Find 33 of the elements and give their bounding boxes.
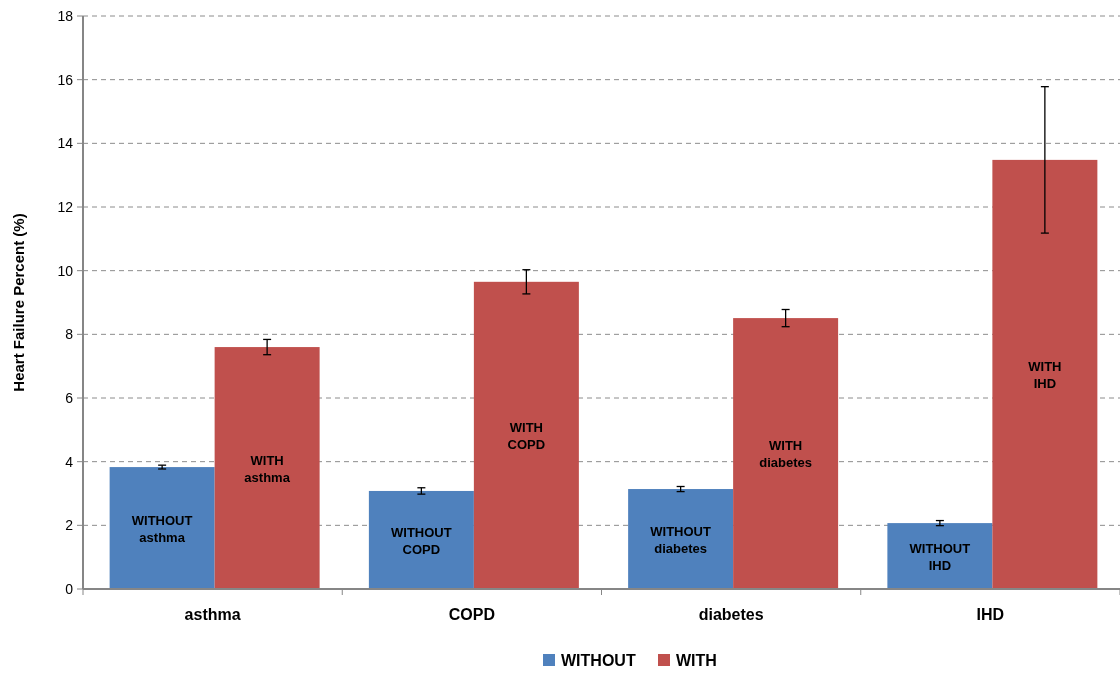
annotation: WITHOUT COPD xyxy=(391,524,452,557)
bar xyxy=(887,523,993,589)
bar xyxy=(733,318,839,589)
bar xyxy=(214,347,320,589)
x-tick-label: COPD xyxy=(448,606,495,623)
annotation: WITHOUT asthma xyxy=(131,512,193,545)
legend-label: WITHOUT xyxy=(561,652,636,669)
annotation: WITH COPD xyxy=(507,420,546,453)
y-axis-title: Heart Failure Percent (%) xyxy=(10,213,27,392)
bar xyxy=(628,489,734,589)
x-tick-label: diabetes xyxy=(698,606,764,623)
y-tick-label: 8 xyxy=(65,326,74,343)
annotation: WITHOUT IHD xyxy=(909,540,971,573)
y-tick-label: 4 xyxy=(65,453,74,470)
bar xyxy=(473,281,579,589)
y-tick-label: 16 xyxy=(57,71,74,88)
annotation: WITH IHD xyxy=(1028,359,1062,392)
legend-label: WITH xyxy=(676,652,717,669)
annotation: WITHOUT diabetes xyxy=(650,523,712,556)
x-tick-label: asthma xyxy=(184,606,241,623)
bar xyxy=(368,490,474,589)
bar xyxy=(109,467,215,589)
y-tick-label: 2 xyxy=(65,517,74,534)
annotation: WITH asthma xyxy=(244,452,291,485)
x-tick-label: IHD xyxy=(976,606,1005,623)
y-tick-label: 18 xyxy=(57,7,74,24)
annotation: WITH diabetes xyxy=(759,438,812,471)
y-tick-label: 6 xyxy=(65,389,74,406)
y-tick-label: 12 xyxy=(57,198,74,215)
y-tick-label: 10 xyxy=(57,262,74,279)
y-tick-label: 0 xyxy=(65,580,74,597)
y-tick-label: 14 xyxy=(57,135,74,152)
bar xyxy=(992,159,1098,589)
